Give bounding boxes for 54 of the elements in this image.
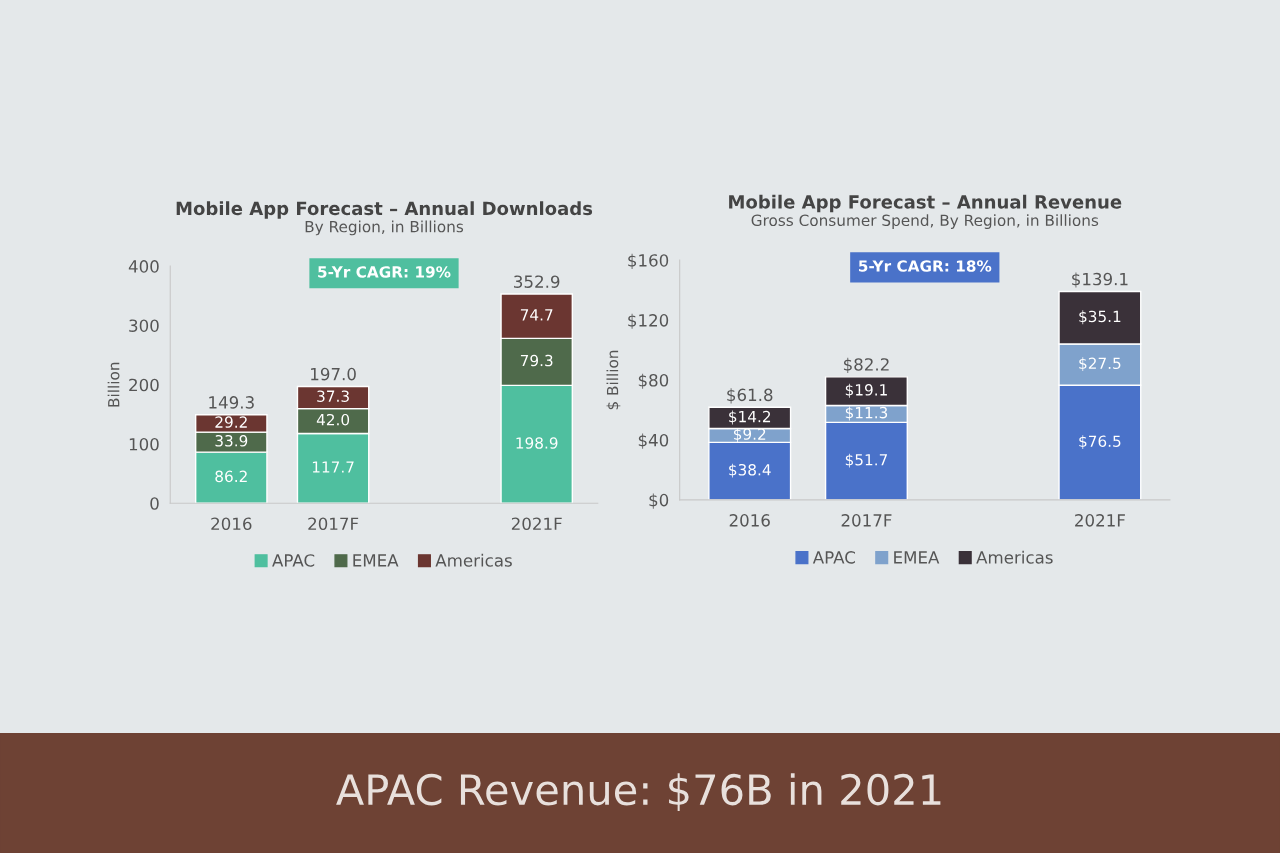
y-tick-label: $120 — [628, 313, 669, 329]
data-label: 86.2 — [215, 470, 247, 483]
y-tick-label: $80 — [638, 373, 669, 389]
x-tick-label: 2017F — [308, 517, 359, 531]
total-label: 197.0 — [311, 367, 356, 381]
data-label: 33.9 — [215, 435, 248, 447]
legend-label: Americas — [435, 553, 512, 567]
x-tick-label: 2016 — [729, 514, 770, 527]
data-label: 42.0 — [316, 413, 350, 426]
total-label: $61.8 — [727, 388, 773, 404]
total-label: $82.2 — [843, 357, 889, 373]
total-label: 352.9 — [514, 275, 560, 288]
x-tick-label: 2021F — [511, 517, 562, 531]
y-tick-label: 100 — [129, 437, 159, 451]
y-axis-title: $ Billion — [606, 350, 621, 410]
data-label: $38.4 — [729, 463, 771, 478]
y-tick-label: 400 — [128, 260, 159, 273]
x-tick-label: 2017F — [841, 514, 892, 527]
data-label: $35.1 — [1079, 310, 1121, 325]
annotation: 5-Yr CAGR: 19% — [318, 266, 451, 278]
data-label: $19.1 — [845, 383, 887, 398]
text: APAC Revenue: $76B in 2021 — [336, 773, 941, 811]
data-label: 117.7 — [312, 461, 354, 473]
total-label: 149.3 — [209, 396, 254, 409]
annotation: 5-Yr CAGR: 18% — [859, 260, 992, 272]
y-tick-label: $160 — [628, 253, 669, 269]
y-tick-label: 200 — [129, 378, 159, 392]
data-label: $76.5 — [1079, 435, 1121, 450]
chart-subtitle: By Region, in Billions — [305, 220, 464, 236]
data-label: 79.3 — [520, 354, 553, 367]
data-label: $14.2 — [729, 410, 771, 425]
data-label: 29.2 — [215, 416, 247, 428]
y-tick-label: 300 — [129, 319, 159, 332]
legend-label: EMEA — [894, 551, 940, 564]
legend-label: Americas — [976, 550, 1053, 564]
legend-label: APAC — [812, 551, 855, 564]
data-label: $51.7 — [845, 453, 887, 468]
y-axis-title: Billion — [107, 362, 120, 407]
data-label: $27.5 — [1079, 357, 1121, 372]
y-tick-label: 0 — [150, 497, 159, 510]
x-tick-label: 2021F — [1075, 514, 1125, 527]
y-tick-label: $40 — [638, 433, 669, 449]
total-label: $139.1 — [1072, 272, 1128, 288]
chart-title: Mobile App Forecast – Annual Revenue — [729, 194, 1122, 213]
data-label: 37.3 — [317, 390, 349, 402]
chart-title: Mobile App Forecast – Annual Downloads — [176, 201, 593, 219]
data-label: $11.3 — [845, 406, 888, 421]
chart-subtitle: Gross Consumer Spend, By Region, in Billions — [751, 214, 1099, 229]
data-label: 198.9 — [516, 437, 558, 449]
data-label: 74.7 — [520, 309, 553, 321]
y-tick-label: $0 — [649, 493, 669, 509]
x-tick-label: 2016 — [211, 517, 252, 531]
legend-label: EMEA — [353, 554, 399, 567]
legend-label: APAC — [272, 554, 315, 567]
